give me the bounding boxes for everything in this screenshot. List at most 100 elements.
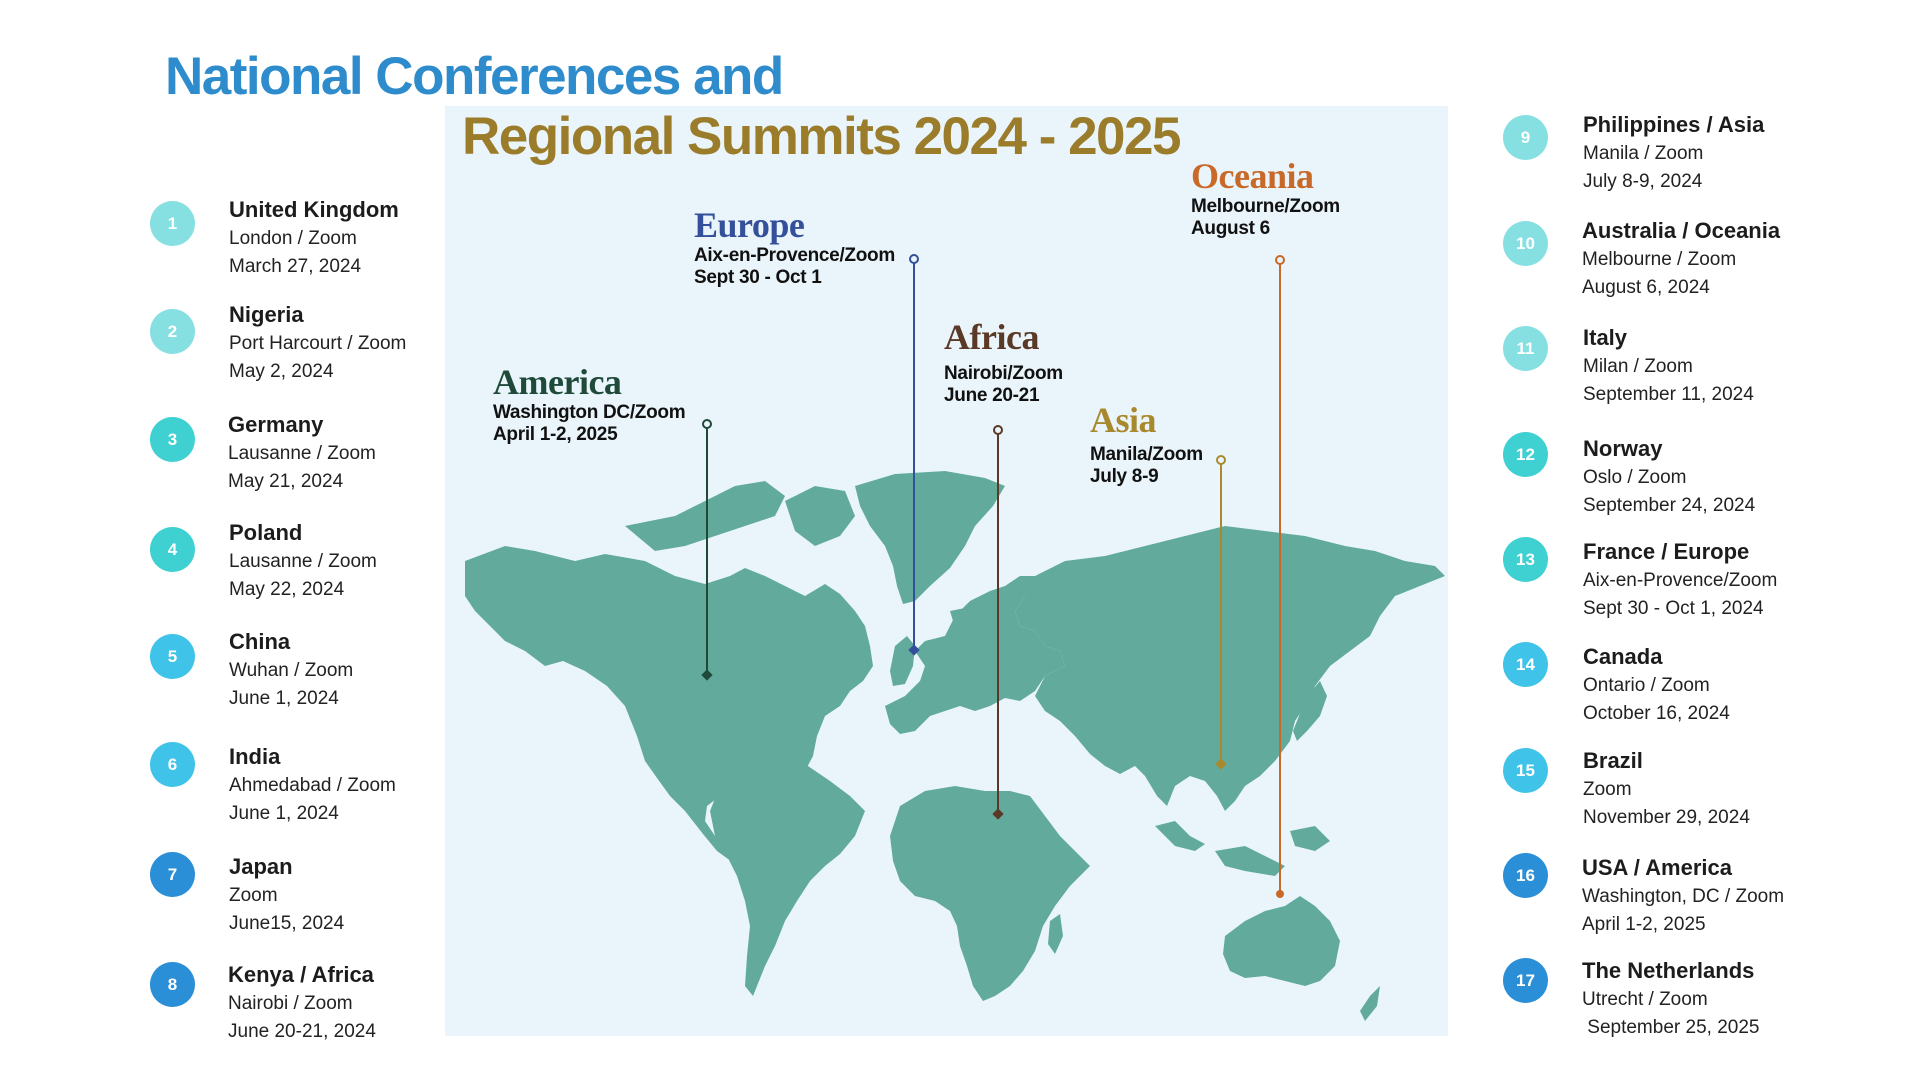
region-label-oceania: Oceania Melbourne/Zoom August 6	[1191, 156, 1340, 240]
event-number-badge: 6	[150, 742, 195, 787]
region-location: Aix-en-Provence/Zoom	[694, 245, 895, 266]
region-name: Asia	[1090, 400, 1157, 440]
region-location: Washington DC/Zoom	[493, 402, 686, 423]
europe-shape	[885, 576, 1065, 734]
event-date: May 2, 2024	[229, 361, 334, 382]
event-country: Poland	[229, 520, 303, 545]
event-location: Lausanne / Zoom	[229, 551, 377, 572]
event-country: Germany	[228, 412, 324, 437]
event-location: Wuhan / Zoom	[229, 660, 354, 681]
event-location: Nairobi / Zoom	[228, 993, 353, 1014]
region-dates: Sept 30 - Oct 1	[694, 267, 822, 288]
event-country: USA / America	[1582, 855, 1732, 880]
event-number-badge: 3	[150, 417, 195, 462]
region-label-europe: Europe Aix-en-Provence/Zoom Sept 30 - Oc…	[694, 205, 895, 289]
event-date: July 8-9, 2024	[1583, 171, 1703, 192]
event-country: Australia / Oceania	[1582, 218, 1781, 243]
event-location: Utrecht / Zoom	[1582, 989, 1708, 1010]
region-label-africa: Africa Nairobi/Zoom June 20-21	[944, 317, 1063, 407]
event-number-badge: 2	[150, 309, 195, 354]
event-country: France / Europe	[1583, 539, 1750, 564]
event-country: Norway	[1583, 436, 1663, 461]
event-date: March 27, 2024	[229, 256, 362, 277]
event-location: London / Zoom	[229, 228, 357, 249]
region-name: Africa	[944, 317, 1039, 357]
event-number-badge: 7	[150, 852, 195, 897]
event-location: Zoom	[1583, 779, 1632, 800]
event-number-badge: 12	[1503, 432, 1548, 477]
world-map	[465, 254, 1445, 1021]
event-location: Aix-en-Provence/Zoom	[1583, 570, 1778, 591]
event-number-badge: 1	[150, 201, 195, 246]
event-date: May 22, 2024	[229, 579, 345, 600]
event-country: China	[229, 629, 291, 654]
event-date: September 25, 2025	[1582, 1017, 1760, 1038]
pin-asia[interactable]	[1215, 455, 1227, 770]
event-location: Washington, DC / Zoom	[1582, 886, 1785, 907]
event-number-badge: 11	[1503, 326, 1548, 371]
region-dates: August 6	[1191, 218, 1270, 239]
event-number-badge: 14	[1503, 642, 1548, 687]
region-label-asia: Asia Manila/Zoom July 8-9	[1090, 400, 1203, 488]
event-number-badge: 5	[150, 634, 195, 679]
page-title-line2: Regional Summits 2024 - 2025	[462, 107, 1182, 166]
event-number-badge: 17	[1503, 958, 1548, 1003]
event-date: Sept 30 - Oct 1, 2024	[1583, 598, 1764, 619]
event-date: August 6, 2024	[1582, 277, 1710, 298]
south-america-shape	[710, 756, 865, 996]
event-date: May 21, 2024	[228, 471, 344, 492]
event-date: June 1, 2024	[229, 803, 339, 824]
region-location: Manila/Zoom	[1090, 444, 1203, 465]
event-location: Oslo / Zoom	[1583, 467, 1687, 488]
event-date: April 1-2, 2025	[1582, 914, 1706, 935]
region-name: Oceania	[1191, 156, 1314, 196]
event-number-badge: 4	[150, 527, 195, 572]
pin-africa[interactable]	[992, 425, 1004, 820]
event-number-badge: 15	[1503, 748, 1548, 793]
asia-shape	[1015, 526, 1445, 811]
australia-shape	[1223, 896, 1340, 986]
continents	[465, 471, 1445, 1021]
event-location: Ahmedabad / Zoom	[229, 775, 396, 796]
pin-oceania[interactable]	[1275, 255, 1285, 898]
event-country: United Kingdom	[229, 197, 399, 222]
event-date: September 11, 2024	[1583, 384, 1754, 405]
event-date: June 20-21, 2024	[228, 1021, 376, 1042]
event-date: June 1, 2024	[229, 688, 339, 709]
event-country: Japan	[229, 854, 293, 879]
event-number-badge: 9	[1503, 115, 1548, 160]
event-location: Manila / Zoom	[1583, 143, 1704, 164]
africa-shape	[890, 786, 1090, 1001]
event-country: India	[229, 744, 281, 769]
event-number-badge: 16	[1503, 853, 1548, 898]
event-country: Italy	[1583, 325, 1628, 350]
pin-america[interactable]	[701, 419, 713, 681]
event-location: Zoom	[229, 885, 278, 906]
greenland-shape	[855, 471, 1005, 604]
event-country: Canada	[1583, 644, 1663, 669]
event-date: June15, 2024	[229, 913, 345, 934]
event-date: November 29, 2024	[1583, 807, 1750, 828]
event-country: The Netherlands	[1582, 958, 1755, 983]
region-dates: June 20-21	[944, 385, 1040, 406]
pin-europe[interactable]	[908, 254, 920, 656]
event-location: Lausanne / Zoom	[228, 443, 376, 464]
event-country: Kenya / Africa	[228, 962, 374, 987]
region-dates: July 8-9	[1090, 466, 1159, 487]
event-location: Melbourne / Zoom	[1582, 249, 1737, 270]
page-title-line1: National Conferences and	[165, 47, 784, 106]
event-country: Nigeria	[229, 302, 304, 327]
region-name: Europe	[694, 205, 805, 245]
event-date: October 16, 2024	[1583, 703, 1730, 724]
event-date: September 24, 2024	[1583, 495, 1756, 516]
event-location: Port Harcourt / Zoom	[229, 333, 407, 354]
event-country: Brazil	[1583, 748, 1643, 773]
event-number-badge: 8	[150, 962, 195, 1007]
region-location: Melbourne/Zoom	[1191, 196, 1340, 217]
region-dates: April 1-2, 2025	[493, 424, 618, 445]
event-location: Ontario / Zoom	[1583, 675, 1710, 696]
region-location: Nairobi/Zoom	[944, 363, 1063, 384]
event-location: Milan / Zoom	[1583, 356, 1693, 377]
region-label-america: America Washington DC/Zoom April 1-2, 20…	[493, 362, 686, 446]
region-name: America	[493, 362, 622, 402]
